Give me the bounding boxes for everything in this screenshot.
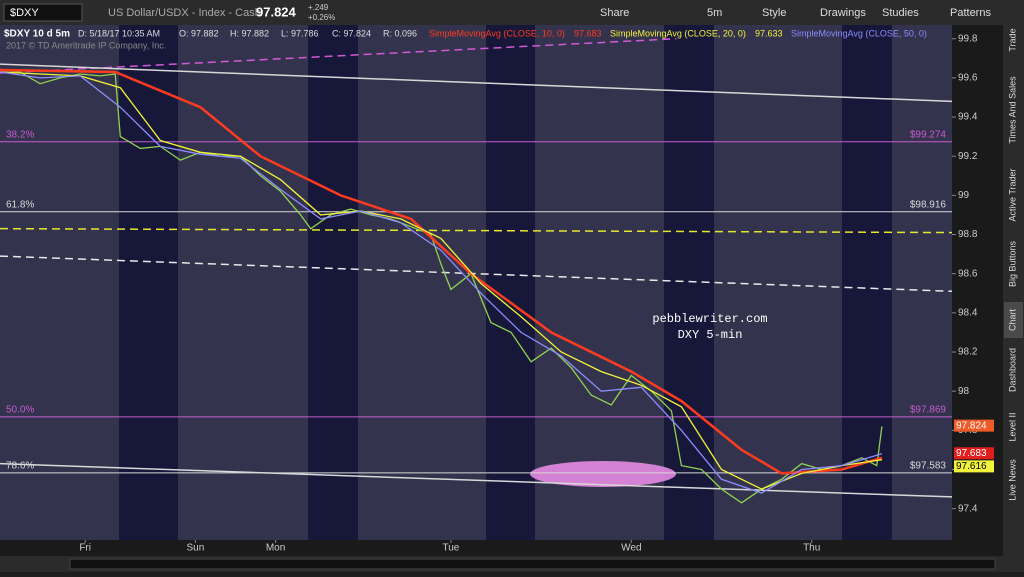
trendline <box>0 63 953 103</box>
side-tab[interactable]: Level II <box>1007 412 1017 441</box>
y-tick-label: 98.4 <box>958 307 978 318</box>
legend-value: 97.683 <box>574 28 602 38</box>
copyright: 2017 © TD Ameritrade IP Company, Inc. <box>6 40 166 50</box>
trendline <box>0 255 953 293</box>
price-tag <box>954 419 994 432</box>
trendline <box>0 227 953 234</box>
y-tick-label: 98.8 <box>958 229 978 240</box>
y-tick-label: 98.6 <box>958 268 978 279</box>
annotation: pebblewriter.com <box>652 312 767 326</box>
x-tick-label: Thu <box>803 543 820 554</box>
moving-average <box>0 68 883 475</box>
y-tick-label: 99 <box>958 190 970 201</box>
side-panel <box>1003 25 1024 572</box>
fib-value: $97.869 <box>910 404 947 415</box>
ohlc-info: H: 97.882 <box>230 28 269 38</box>
x-tick-label: Fri <box>79 543 91 554</box>
band <box>119 25 178 540</box>
price-tag-label: 97.683 <box>956 448 987 459</box>
side-tab[interactable]: Active Trader <box>1007 168 1017 221</box>
change: +.249 <box>308 3 329 12</box>
x-tick-label: Tue <box>443 543 460 554</box>
price-tag-label: 97.824 <box>956 420 987 431</box>
description: US Dollar/USDX - Index - Cash <box>108 7 261 19</box>
ohlc-info: L: 97.786 <box>281 28 319 38</box>
toolbar <box>0 0 1024 25</box>
side-tab[interactable]: Chart <box>1007 309 1017 332</box>
side-tab[interactable]: Big Buttons <box>1007 240 1017 287</box>
symbol-box[interactable] <box>3 3 83 22</box>
side-tab[interactable]: Trade <box>1007 28 1017 51</box>
toolbar-button[interactable]: 5m <box>707 7 722 19</box>
moving-average <box>0 71 882 490</box>
y-tick-label: 98 <box>958 386 970 397</box>
band <box>308 25 358 540</box>
toolbar-button[interactable]: Drawings <box>820 7 866 19</box>
legend-name: SimpleMovingAvg (CLOSE, 20, 0) <box>610 28 746 38</box>
x-tick-label: Wed <box>621 543 641 554</box>
fib-label: 78.6% <box>6 460 34 471</box>
x-tick-label: Sun <box>187 543 205 554</box>
price-tag <box>954 447 994 460</box>
tab-active <box>1004 302 1023 338</box>
y-tick-label: 99.4 <box>958 112 978 123</box>
y-tick-label: 97.4 <box>958 503 978 514</box>
y-tick-label: 99.8 <box>958 33 978 44</box>
price-tag <box>954 460 994 473</box>
toolbar-button[interactable]: Studies <box>882 7 919 19</box>
toolbar-button[interactable]: Style <box>762 7 786 19</box>
ohlc-info: R: 0.096 <box>383 28 417 38</box>
fib-value: $98.916 <box>910 199 947 210</box>
legend-name: SimpleMovingAvg (CLOSE, 50, 0) <box>791 28 927 38</box>
fib-label: 61.8% <box>6 199 34 210</box>
change-pct: +0.26% <box>308 13 335 22</box>
ohlc-info: O: 97.882 <box>179 28 219 38</box>
trendline <box>0 462 953 498</box>
side-tab[interactable]: Times And Sales <box>1007 76 1017 144</box>
fib-value: $97.583 <box>910 460 947 471</box>
y-tick-label: 99.2 <box>958 151 978 162</box>
legend-name: SimpleMovingAvg (CLOSE, 10, 0) <box>429 28 565 38</box>
highlight-ellipse <box>530 461 676 487</box>
session-bands <box>119 25 892 540</box>
side-tab[interactable]: Live News <box>1007 459 1017 501</box>
ohlc-info: D: 5/18/17 10:35 AM <box>78 28 160 38</box>
x-tick-label: Mon <box>266 543 285 554</box>
ohlc-info: C: 97.824 <box>332 28 371 38</box>
fib-label: 50.0% <box>6 404 34 415</box>
scrollbar[interactable] <box>69 558 996 570</box>
legend-value: 97.633 <box>755 28 783 38</box>
moving-average <box>0 71 883 494</box>
time-axis <box>0 540 1003 556</box>
trendline <box>0 37 677 74</box>
annotation: DXY 5-min <box>678 328 743 342</box>
side-tab[interactable]: Dashboard <box>1007 348 1017 392</box>
price-line <box>0 69 883 504</box>
band <box>486 25 535 540</box>
y-tick-label: 98.2 <box>958 347 978 358</box>
chart-title: $DXY 10 d 5m <box>4 29 70 40</box>
toolbar-button[interactable]: Share <box>600 7 629 19</box>
price-tag-label: 97.616 <box>956 461 987 472</box>
y-tick-label: 99.6 <box>958 73 978 84</box>
fib-value: $99.274 <box>910 129 947 140</box>
last-price: 97.824 <box>256 4 297 19</box>
toolbar-button[interactable]: Patterns <box>950 7 991 19</box>
band <box>842 25 892 540</box>
fib-label: 38.2% <box>6 129 34 140</box>
symbol: $DXY <box>10 7 39 19</box>
